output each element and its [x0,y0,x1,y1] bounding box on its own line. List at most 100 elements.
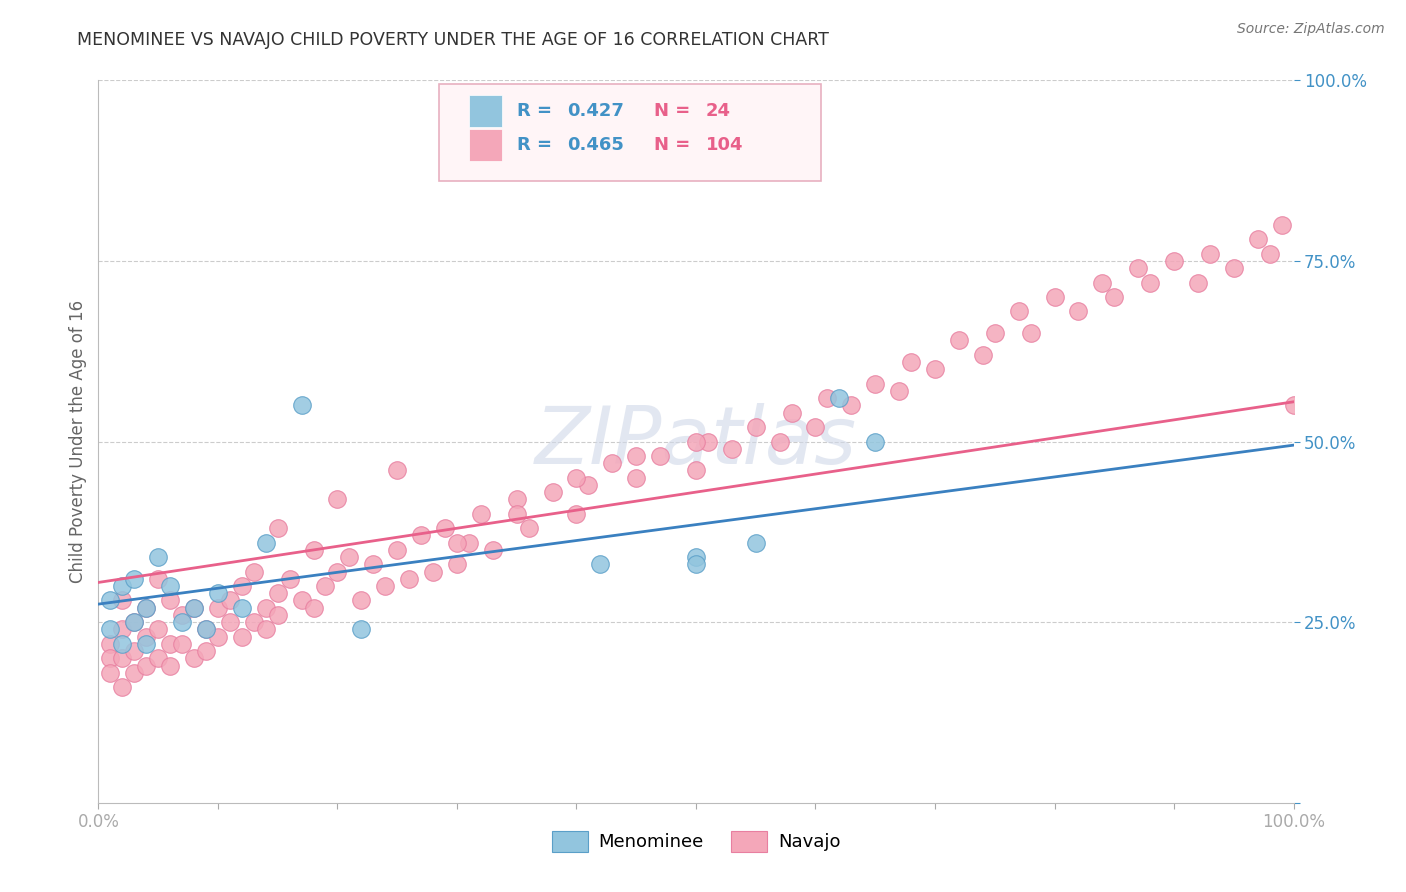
Navajo [685,463,707,477]
Navajo [697,434,720,449]
Text: 24: 24 [706,102,731,120]
Navajo [411,528,433,542]
Navajo [804,420,827,434]
Navajo [243,565,266,579]
Navajo [745,420,768,434]
Navajo [98,665,122,680]
Navajo [195,623,218,637]
Navajo [1104,290,1126,304]
Navajo [841,398,863,412]
Navajo [948,334,970,348]
Navajo [219,615,242,630]
Navajo [1247,232,1270,246]
Navajo [267,586,290,600]
Navajo [207,600,229,615]
Navajo [900,355,922,369]
FancyBboxPatch shape [470,95,502,128]
Navajo [1019,326,1042,340]
Text: N =: N = [654,136,696,154]
Navajo [291,593,314,607]
Navajo [1043,290,1066,304]
Navajo [172,607,194,622]
Navajo [815,391,838,405]
Navajo [111,623,134,637]
Navajo [506,492,529,507]
Navajo [1223,261,1246,276]
Navajo [481,542,505,557]
Navajo [363,558,385,572]
Navajo [517,521,540,535]
Navajo [1271,218,1294,232]
Navajo [398,572,420,586]
Navajo [148,651,170,665]
Text: Source: ZipAtlas.com: Source: ZipAtlas.com [1237,22,1385,37]
Navajo [1139,276,1161,290]
Navajo [124,644,146,658]
Legend: Menominee, Navajo: Menominee, Navajo [544,823,848,859]
Menominee [865,434,887,449]
Text: R =: R = [517,102,558,120]
Navajo [267,521,290,535]
Navajo [1258,246,1281,260]
Navajo [231,630,253,644]
Navajo [231,579,253,593]
Navajo [98,637,122,651]
Navajo [385,542,409,557]
Y-axis label: Child Poverty Under the Age of 16: Child Poverty Under the Age of 16 [69,300,87,583]
Navajo [602,456,624,470]
Navajo [350,593,373,607]
Menominee [135,637,157,651]
Navajo [1091,276,1114,290]
Menominee [254,535,277,549]
Text: 104: 104 [706,136,742,154]
Navajo [278,572,301,586]
Text: ZIPatlas: ZIPatlas [534,402,858,481]
Navajo [302,600,325,615]
Navajo [254,623,277,637]
Menominee [231,600,253,615]
Menominee [207,586,229,600]
Navajo [183,651,205,665]
Navajo [1282,398,1305,412]
Navajo [302,542,325,557]
Menominee [183,600,205,615]
Navajo [1187,276,1209,290]
Navajo [111,651,134,665]
Menominee [159,579,181,593]
Navajo [924,362,946,376]
Text: R =: R = [517,136,558,154]
Menominee [111,637,134,651]
Navajo [626,449,648,463]
Navajo [148,623,170,637]
Navajo [159,658,181,673]
Menominee [589,558,612,572]
Navajo [565,470,588,484]
Menominee [111,579,134,593]
Navajo [326,492,349,507]
Text: 0.465: 0.465 [567,136,624,154]
Navajo [385,463,409,477]
Navajo [541,485,564,500]
Navajo [972,348,994,362]
Navajo [159,637,181,651]
Navajo [98,651,122,665]
Navajo [148,572,170,586]
Menominee [685,558,707,572]
Navajo [780,406,803,420]
Menominee [745,535,768,549]
FancyBboxPatch shape [439,84,821,181]
Navajo [1163,253,1185,268]
Menominee [350,623,373,637]
Navajo [1128,261,1150,276]
Menominee [148,550,170,565]
Navajo [721,442,744,456]
Navajo [111,593,134,607]
Navajo [578,478,600,492]
Navajo [626,470,648,484]
Navajo [865,376,887,391]
Navajo [111,680,134,694]
Navajo [124,665,146,680]
Menominee [124,615,146,630]
Menominee [172,615,194,630]
Navajo [374,579,396,593]
